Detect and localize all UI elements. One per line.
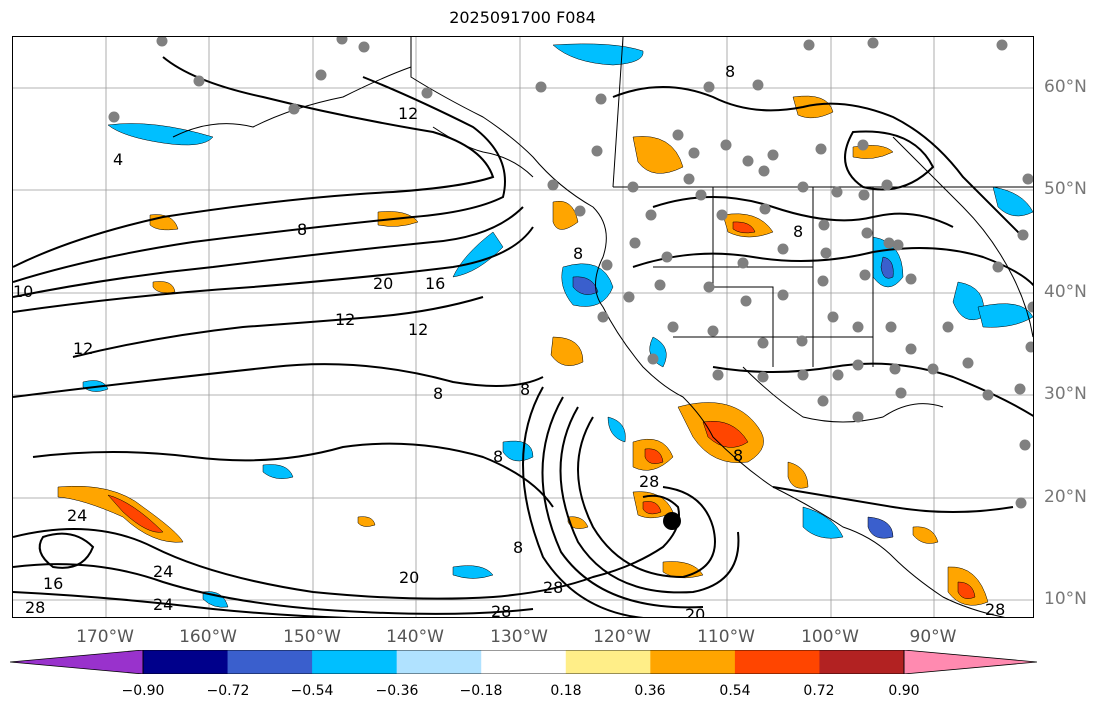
lon-label: 160°W (179, 627, 237, 647)
colorbar-tick: 0.72 (803, 683, 834, 699)
lat-label: 40°N (1044, 282, 1087, 302)
contour-label: 12 (398, 104, 418, 123)
lat-label: 30°N (1044, 384, 1087, 404)
contour-label: 20 (685, 605, 705, 618)
lon-label: 120°W (593, 627, 651, 647)
lon-label: 100°W (801, 627, 859, 647)
colorbar-segment (566, 650, 651, 674)
lon-label: 90°W (910, 627, 957, 647)
colorbar-tick: 0.54 (719, 683, 750, 699)
contour-label: 20 (373, 274, 393, 293)
colorbar-segment (481, 650, 566, 674)
contour-label: 28 (543, 578, 563, 597)
colorbar-tick: −0.36 (376, 683, 419, 699)
contour-label: 8 (433, 384, 443, 403)
colorbar-segment (312, 650, 397, 674)
colorbar-extend-low (10, 650, 143, 674)
colorbar-tick: −0.90 (122, 683, 165, 699)
colorbar-tick: 0.90 (888, 683, 919, 699)
contour-label: 28 (491, 602, 511, 618)
contour-label: 4 (113, 150, 123, 169)
contour-label: 10 (13, 282, 33, 301)
contour-label: 24 (67, 506, 87, 525)
colorbar-segment (650, 650, 735, 674)
contour-label: 16 (425, 274, 445, 293)
contour-label: 8 (733, 446, 743, 465)
colorbar-segment (143, 650, 228, 674)
colorbar-segment (397, 650, 482, 674)
colorbar-tick: −0.18 (460, 683, 503, 699)
contour-label: 8 (297, 220, 307, 239)
contour-label: 20 (399, 568, 419, 587)
lat-label: 10°N (1044, 589, 1087, 609)
contour-label: 28 (639, 472, 659, 491)
colorbar-tick: −0.54 (291, 683, 334, 699)
colorbar-segments (10, 650, 1037, 674)
lat-label: 20°N (1044, 487, 1087, 507)
colorbar (10, 650, 1037, 674)
contour-label: 8 (513, 538, 523, 557)
contour-label: 28 (985, 600, 1005, 618)
colorbar-tick: −0.72 (207, 683, 250, 699)
contour-label: 16 (43, 574, 63, 593)
contour-label: 8 (520, 380, 530, 399)
map-panel[interactable]: 12 4 8 20 16 12 12 12 8 8 8 8 8 28 8 20 … (12, 36, 1034, 618)
lon-label: 150°W (283, 627, 341, 647)
lat-label: 60°N (1044, 77, 1087, 97)
storm-center-marker (663, 512, 681, 530)
lon-label: 130°W (490, 627, 548, 647)
contour-label: 24 (153, 562, 173, 581)
lon-label: 140°W (386, 627, 444, 647)
lon-label: 110°W (697, 627, 755, 647)
map-title: 2025091700 F084 (0, 8, 1045, 27)
map-canvas: 12 4 8 20 16 12 12 12 8 8 8 8 8 28 8 20 … (13, 37, 1034, 618)
contour-label: 28 (25, 598, 45, 617)
contour-label: 12 (408, 320, 428, 339)
colorbar-tick: 0.36 (634, 683, 665, 699)
colorbar-segment (228, 650, 313, 674)
contour-label: 8 (793, 222, 803, 241)
colorbar-segment (735, 650, 820, 674)
contour-label: 12 (73, 339, 93, 358)
lon-label: 170°W (76, 627, 134, 647)
colorbar-extend-high (904, 650, 1037, 674)
contour-label: 8 (573, 244, 583, 263)
contour-label: 12 (335, 310, 355, 329)
contour-label: 8 (725, 62, 735, 81)
colorbar-tick: 0.18 (550, 683, 581, 699)
lat-label: 50°N (1044, 179, 1087, 199)
colorbar-segment (819, 650, 904, 674)
contour-label: 24 (153, 595, 173, 614)
contour-label: 8 (493, 447, 503, 466)
